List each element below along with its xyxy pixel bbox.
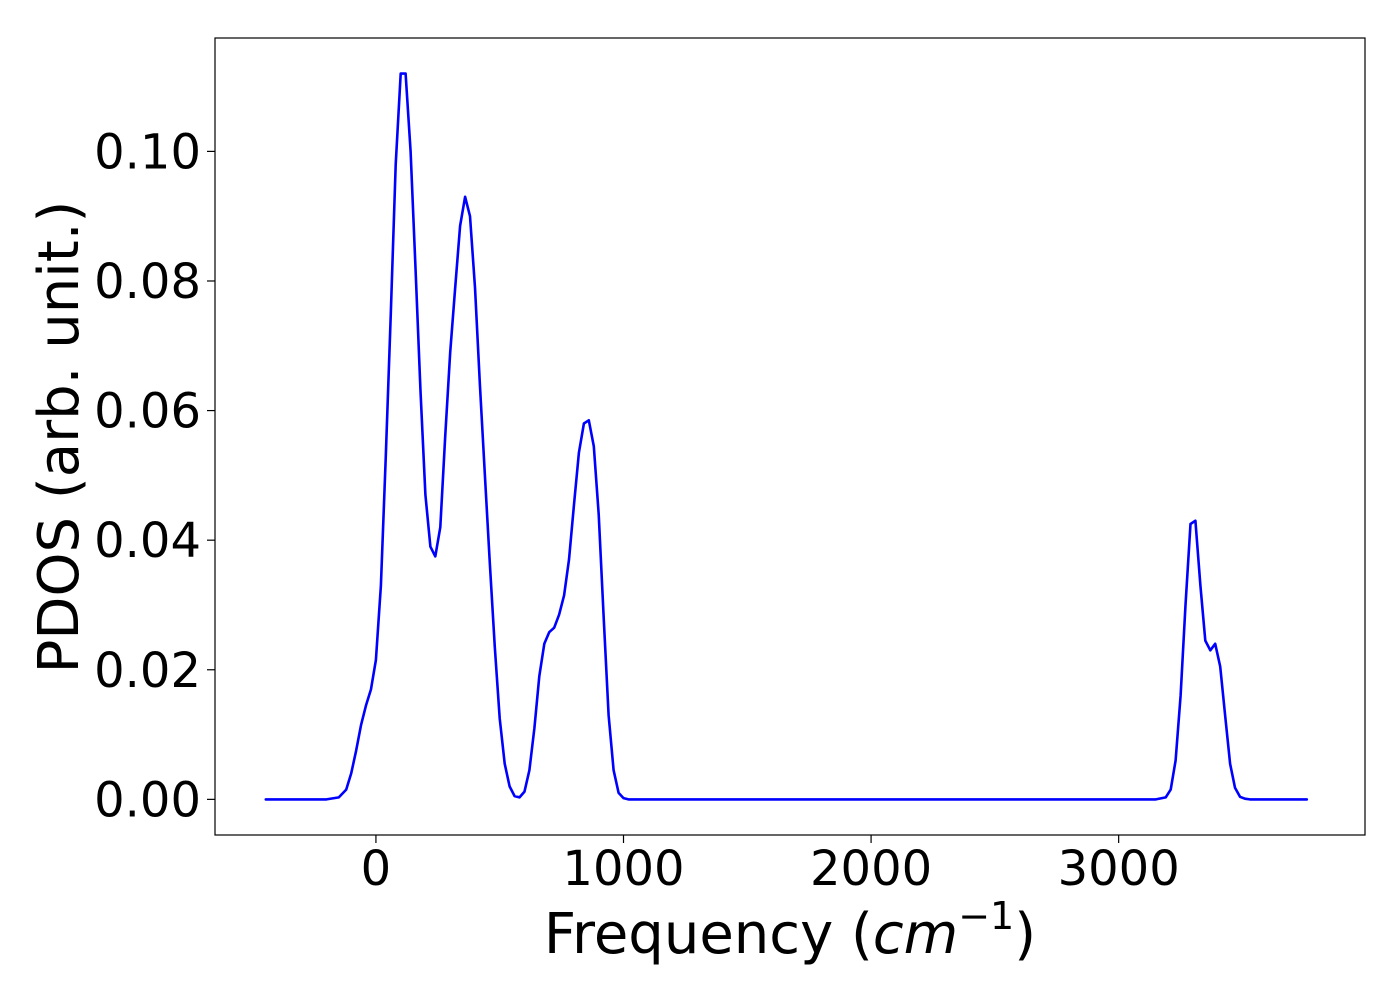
x-axis-title-unit: cm — [873, 902, 958, 967]
x-axis-title-close: ) — [1014, 902, 1036, 967]
y-tick-label: 0.10 — [94, 124, 201, 180]
x-tick-label: 0 — [361, 841, 392, 897]
x-axis-title-main: Frequency ( — [544, 902, 873, 967]
y-axis-title: PDOS (arb. unit.) — [27, 201, 92, 674]
plot-frame — [214, 37, 1366, 836]
series-layer — [264, 72, 1309, 801]
y-tick-label: 0.00 — [94, 772, 201, 828]
x-tick-label: 2000 — [810, 841, 932, 897]
plot-area — [214, 37, 1366, 836]
y-tick-label: 0.06 — [94, 384, 201, 440]
x-tick-label: 1000 — [562, 841, 684, 897]
pdos-series-line — [264, 72, 1309, 801]
x-tick-label: 3000 — [1058, 841, 1180, 897]
x-axis-title: Frequency (cm−1) — [544, 894, 1036, 967]
y-tick-label: 0.04 — [94, 513, 201, 569]
y-axis: 0.00 0.02 0.04 0.06 0.08 0.10 — [94, 124, 215, 828]
x-axis-title-exponent: −1 — [958, 894, 1014, 938]
y-tick-label: 0.02 — [94, 643, 201, 699]
x-axis: 0 1000 2000 3000 — [361, 835, 1180, 897]
y-tick-label: 0.08 — [94, 254, 201, 310]
